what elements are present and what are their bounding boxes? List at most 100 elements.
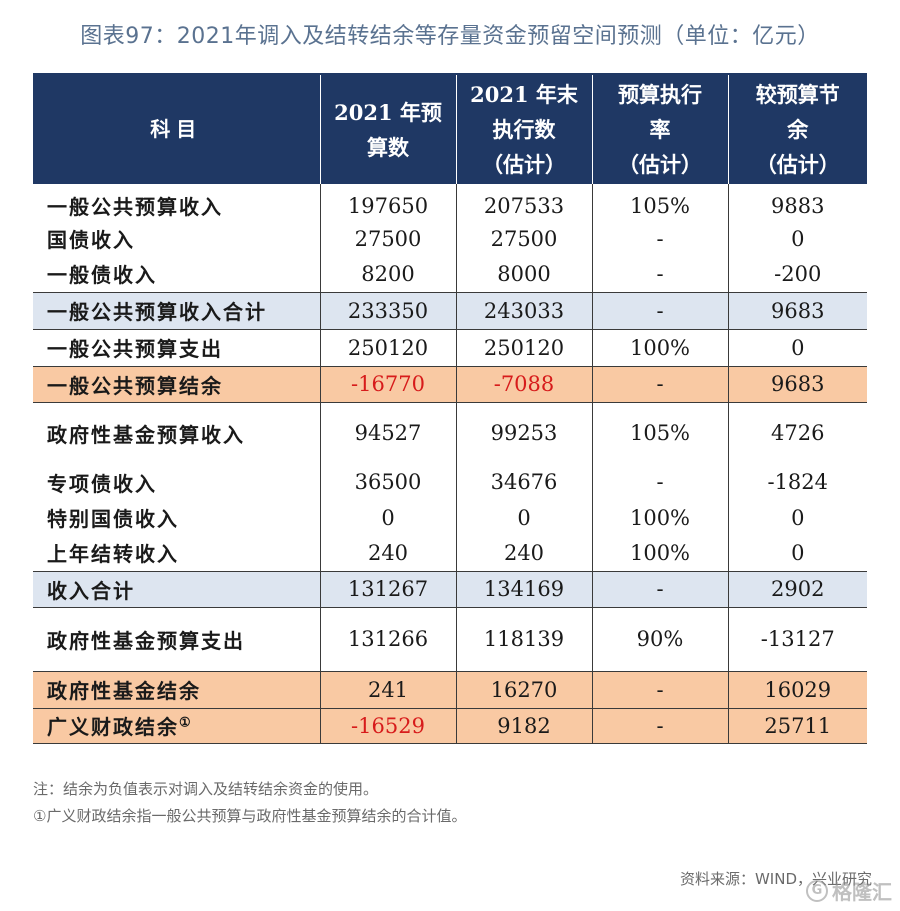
cell-budget: 8200 <box>320 256 457 292</box>
row-label: 专项债收入 <box>33 464 321 500</box>
cell-budget: 94527 <box>320 401 457 464</box>
cell-saving: 0 <box>791 505 805 530</box>
cell-actual: 250120 <box>456 328 593 366</box>
footnote-2: ①广义财政结余指一般公共预算与政府性基金预算结余的合计值。 <box>33 807 467 825</box>
cell-saving: 0 <box>791 540 805 565</box>
cell-actual: 27500 <box>456 221 593 256</box>
footnote-marker: ① <box>179 715 191 731</box>
cell-budget: 240 <box>320 535 457 571</box>
header-budget-2021: 2021 年预 算数 <box>320 73 457 184</box>
watermark: G 格隆汇 <box>806 876 892 905</box>
cell-actual: 16270 <box>456 670 593 708</box>
table-row-subtotal: 收入合计 131267 134169 - 2902 <box>33 570 867 607</box>
cell-budget: 197650 <box>320 184 457 221</box>
header-saving-line1: 较预算节 <box>755 82 840 107</box>
figure-title: 图表97：2021年调入及结转结余等存量资金预留空间预测（单位：亿元） <box>80 24 820 49</box>
row-label: 国债收入 <box>33 221 321 256</box>
cell-actual: 0 <box>456 500 593 535</box>
cell-actual: 118139 <box>456 606 593 671</box>
header-rate-line1: 预算执行 <box>618 82 702 107</box>
budget-table: 科目 2021 年预 算数 2021 年末 执行数 （估计） 预算执行 率 （估… <box>33 73 867 744</box>
row-label: 一般公共预算支出 <box>33 328 321 366</box>
cell-budget: 131266 <box>320 606 457 671</box>
cell-budget: -16770 <box>320 365 457 402</box>
table-header-row: 科目 2021 年预 算数 2021 年末 执行数 （估计） 预算执行 率 （估… <box>33 73 867 184</box>
cell-rate: - <box>592 256 729 292</box>
cell-saving: 25711 <box>728 707 867 744</box>
cell-saving: 9883 <box>771 193 825 218</box>
row-label: 上年结转收入 <box>33 535 321 571</box>
cell-rate: - <box>592 707 729 744</box>
cell-saving: 0 <box>728 328 867 366</box>
cell-budget: 131267 <box>320 570 457 607</box>
cell-rate: - <box>592 291 729 329</box>
footnotes: 注：结余为负值表示对调入及结转结余资金的使用。 ①广义财政结余指一般公共预算与政… <box>33 776 466 830</box>
row-label: 一般公共预算收入 <box>33 184 321 221</box>
header-actual-line3: （估计） <box>482 152 566 177</box>
cell-actual: 240 <box>456 535 593 571</box>
cell-saving: 9683 <box>728 291 867 329</box>
row-label: 一般债收入 <box>33 256 321 292</box>
cell-rate: - <box>592 670 729 708</box>
row-label: 政府性基金结余 <box>33 670 321 708</box>
table-row: 上年结转收入 240 240 100% 0 <box>33 535 867 571</box>
table-row: 政府性基金预算收入 94527 99253 105% 4726 <box>33 401 867 464</box>
cell-rate: 100% <box>592 500 729 535</box>
cell-actual: 243033 <box>456 291 593 329</box>
header-saving-line3: （估计） <box>755 152 840 177</box>
table-row-subtotal: 一般公共预算收入合计 233350 243033 - 9683 <box>33 291 867 329</box>
table-row: 国债收入 27500 27500 - 0 <box>33 221 867 256</box>
row-label: 一般公共预算结余 <box>33 365 321 402</box>
row-label: 收入合计 <box>33 570 321 607</box>
row-label: 广义财政结余① <box>33 707 321 744</box>
cell-rate: 100% <box>592 328 729 366</box>
table-row: 一般公共预算收入 197650 207533 105% 9883 <box>33 184 867 221</box>
header-rate-line2: 率 <box>649 117 671 142</box>
cell-actual: 9182 <box>456 707 593 744</box>
cell-budget: 0 <box>320 500 457 535</box>
cell-actual: 34676 <box>456 464 593 500</box>
cell-budget: 36500 <box>320 464 457 500</box>
cell-actual: 8000 <box>456 256 593 292</box>
cell-saving: 9683 <box>728 365 867 402</box>
cell-saving: -200 <box>774 261 822 286</box>
table-row-balance: 广义财政结余① -16529 9182 - 25711 <box>33 707 867 744</box>
cell-actual: 134169 <box>456 570 593 607</box>
row-label-text: 广义财政结余 <box>47 715 179 739</box>
row-label: 政府性基金预算支出 <box>33 606 321 671</box>
cell-rate: - <box>592 570 729 607</box>
cell-saving: -13127 <box>728 606 867 671</box>
header-actual-line2: 执行数 <box>492 117 556 142</box>
header-budget-line2: 算数 <box>367 134 409 160</box>
header-actual-line1: 2021 年末 <box>470 82 578 107</box>
watermark-logo-icon: G <box>806 879 828 902</box>
header-budget-line1: 2021 年预 <box>334 99 442 125</box>
cell-budget: 250120 <box>320 328 457 366</box>
table-row: 专项债收入 36500 34676 - -1824 <box>33 464 867 500</box>
cell-rate: 105% <box>592 184 729 221</box>
cell-budget: 241 <box>320 670 457 708</box>
table-row: 政府性基金预算支出 131266 118139 90% -13127 <box>33 606 867 671</box>
header-subject: 科目 <box>33 73 321 184</box>
table-row-balance: 政府性基金结余 241 16270 - 16029 <box>33 670 867 708</box>
cell-rate: 105% <box>592 401 729 464</box>
cell-saving: 16029 <box>728 670 867 708</box>
header-exec-rate: 预算执行 率 （估计） <box>592 73 729 184</box>
header-saving: 较预算节 余 （估计） <box>728 73 867 184</box>
cell-budget: -16529 <box>320 707 457 744</box>
cell-saving: 2902 <box>728 570 867 607</box>
cell-saving: -1824 <box>767 470 829 494</box>
cell-rate: 100% <box>592 535 729 571</box>
table-row: 一般公共预算支出 250120 250120 100% 0 <box>33 328 867 366</box>
header-saving-line2: 余 <box>787 117 809 142</box>
cell-saving: 0 <box>791 226 805 251</box>
cell-rate: 90% <box>592 606 729 671</box>
cell-actual: 99253 <box>456 401 593 464</box>
header-rate-line3: （估计） <box>618 152 702 177</box>
cell-budget: 233350 <box>320 291 457 329</box>
header-actual-2021: 2021 年末 执行数 （估计） <box>456 73 593 184</box>
table-row: 特别国债收入 0 0 100% 0 <box>33 500 867 535</box>
cell-rate: - <box>592 365 729 402</box>
cell-actual: 207533 <box>456 184 593 221</box>
row-label: 政府性基金预算收入 <box>33 401 321 464</box>
